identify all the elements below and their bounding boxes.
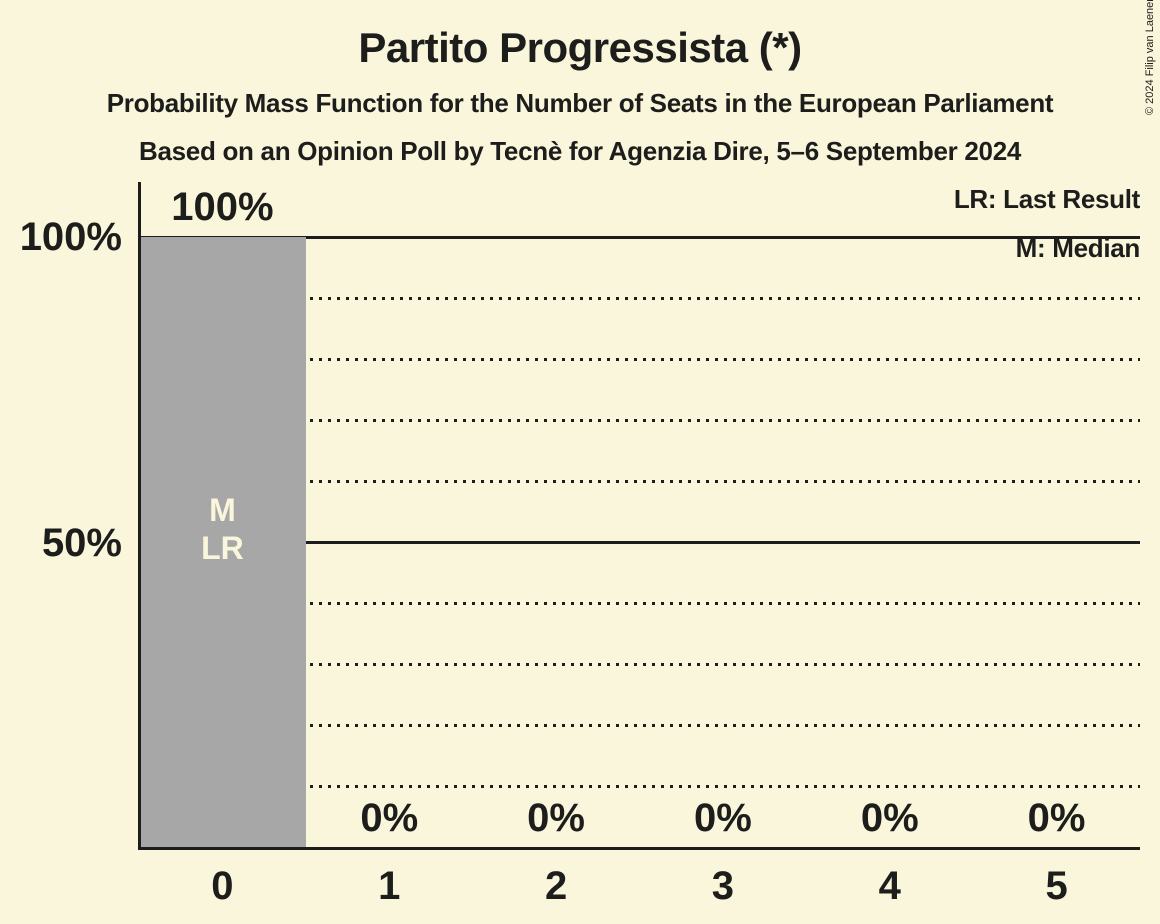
x-tick-label-4: 4 bbox=[878, 864, 901, 908]
chart-subtitle: Probability Mass Function for the Number… bbox=[106, 88, 1054, 118]
chart-source-line: Based on an Opinion Poll by Tecnè for Ag… bbox=[138, 136, 1022, 166]
x-tick-label-2: 2 bbox=[544, 864, 568, 908]
bar-value-label-seats-4: 0% bbox=[860, 796, 919, 840]
gridline-dotted-70 bbox=[139, 418, 1140, 422]
gridline-dotted-20 bbox=[139, 724, 1140, 728]
bar-value-label-seats-0: 100% bbox=[171, 185, 274, 229]
bar-value-label-seats-5: 0% bbox=[1027, 796, 1086, 840]
x-tick-label-0: 0 bbox=[211, 864, 234, 908]
pmf-bar-seats-0 bbox=[139, 237, 306, 848]
gridline-solid-100 bbox=[139, 235, 1140, 239]
bar-annotation-seats-0: M LR bbox=[201, 491, 244, 566]
x-tick-label-3: 3 bbox=[711, 864, 735, 908]
x-axis-line bbox=[137, 846, 1140, 850]
bar-value-label-seats-3: 0% bbox=[694, 796, 752, 840]
gridline-dotted-90 bbox=[139, 296, 1140, 300]
gridline-dotted-80 bbox=[139, 357, 1140, 361]
gridline-dotted-60 bbox=[139, 479, 1140, 483]
legend-median: M: Median bbox=[1015, 233, 1141, 263]
bar-value-label-seats-2: 0% bbox=[527, 796, 585, 840]
gridline-dotted-10 bbox=[139, 785, 1140, 789]
legend-last-result: LR: Last Result bbox=[953, 184, 1140, 214]
gridline-solid-50 bbox=[139, 541, 1140, 544]
y-tick-label-50: 50% bbox=[41, 520, 122, 565]
gridline-dotted-40 bbox=[139, 602, 1140, 606]
x-tick-label-5: 5 bbox=[1045, 864, 1068, 908]
bar-value-label-seats-1: 0% bbox=[360, 796, 419, 840]
gridline-dotted-30 bbox=[139, 663, 1140, 667]
y-axis-line bbox=[137, 182, 141, 850]
chart-title: Partito Progressista (*) bbox=[358, 24, 802, 71]
y-tick-label-100: 100% bbox=[19, 215, 122, 259]
x-tick-label-1: 1 bbox=[378, 864, 401, 908]
